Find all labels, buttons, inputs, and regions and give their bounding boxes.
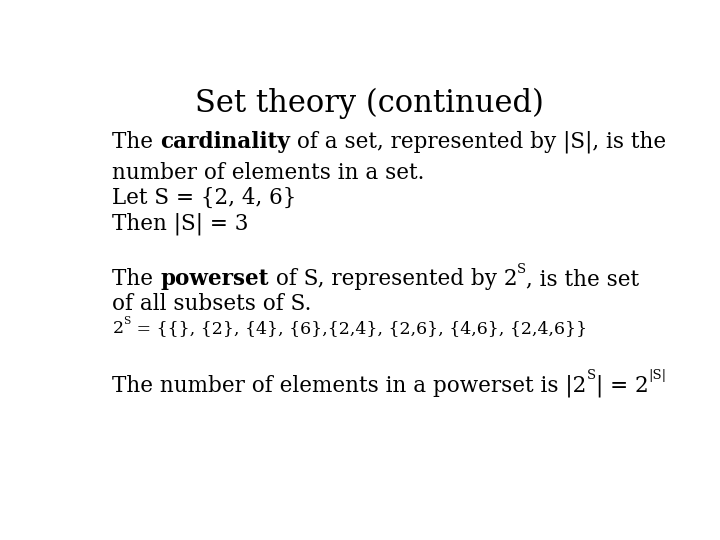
Text: of S, represented by 2: of S, represented by 2 [269,268,517,290]
Text: Set theory (continued): Set theory (continued) [194,87,544,119]
Text: of all subsets of S.: of all subsets of S. [112,293,312,315]
Text: | = 2: | = 2 [596,374,649,397]
Text: , is the set: , is the set [526,268,639,290]
Text: S: S [587,369,596,382]
Text: The: The [112,268,160,290]
Text: The number of elements in a powerset is |2: The number of elements in a powerset is … [112,374,587,397]
Text: powerset: powerset [160,268,269,290]
Text: S: S [517,262,526,276]
Text: number of elements in a set.: number of elements in a set. [112,162,425,184]
Text: Let S = {2, 4, 6}: Let S = {2, 4, 6} [112,187,297,209]
Text: of a set, represented by |S|, is the: of a set, represented by |S|, is the [290,131,666,153]
Text: = {{}, {2}, {4}, {6},{2,4}, {2,6}, {4,6}, {2,4,6}}: = {{}, {2}, {4}, {6},{2,4}, {2,6}, {4,6}… [131,320,587,337]
Text: Then |S| = 3: Then |S| = 3 [112,212,249,234]
Text: 2: 2 [112,320,123,337]
Text: S: S [123,316,131,326]
Text: cardinality: cardinality [160,131,290,153]
Text: |S|: |S| [649,369,667,382]
Text: The: The [112,131,160,153]
